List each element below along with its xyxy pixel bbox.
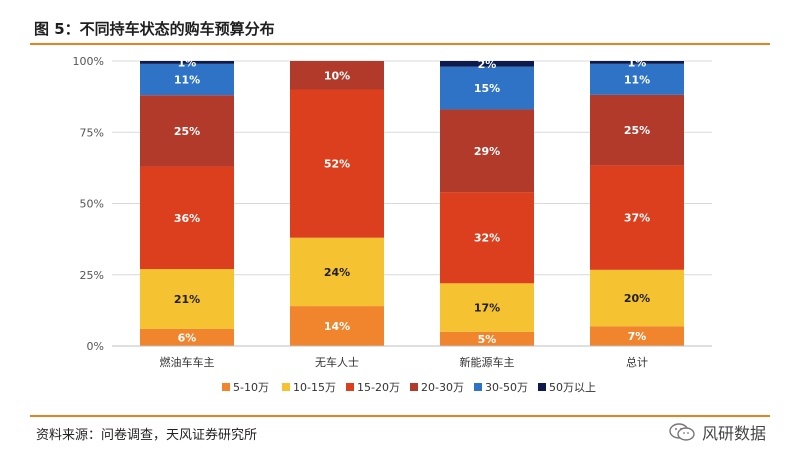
legend-label: 20-30万 [421,381,464,394]
brand-badge: 风研数据 [668,420,766,444]
bar-segment [140,61,234,64]
data-label: 11% [174,74,200,87]
legend-swatch [474,383,482,391]
legend-label: 5-10万 [233,381,269,394]
bar-segment [140,166,234,270]
bar-segment [590,165,684,270]
bar-segment [440,331,534,346]
chart-title: 图 5：不同持车状态的购车预算分布 [34,20,275,38]
bar-segment [440,61,534,67]
stacked-bar-chart: 0% 25% 50% 75% 100% 6% 21% 36% 25% 11% 1% 燃油车车主 14% 2… [73,55,712,394]
bar-segment [290,237,384,307]
bar-segment [290,89,384,238]
data-label: 29% [474,145,500,158]
data-label: 1% [178,56,197,69]
data-label: 17% [474,302,500,315]
data-label: 24% [324,266,350,279]
data-label: 25% [174,125,200,138]
legend-label: 30-50万 [485,381,528,394]
legend-label: 50万以上 [549,381,596,394]
y-tick-label: 75% [80,126,104,139]
legend-label: 15-20万 [357,381,400,394]
legend-swatch [282,383,290,391]
bar-segment [140,63,234,96]
source-note: 资料来源：问卷调查，天风证券研究所 [36,428,258,443]
footer-divider [30,415,770,417]
data-label: 52% [324,158,350,171]
data-label: 11% [624,73,650,86]
y-tick-label: 100% [73,55,104,68]
bar-segment [290,306,384,346]
bar-segment [590,269,684,327]
bar-segment [290,61,384,90]
data-label: 6% [178,331,197,344]
bar-segment [440,283,534,332]
data-label: 21% [174,293,200,306]
bar-segment [140,328,234,346]
bar-segment [590,94,684,166]
legend-swatch [538,383,546,391]
bar-segment [590,326,684,346]
bar-segment [440,192,534,284]
data-label: 5% [478,333,497,346]
x-tick-label: 新能源车主 [460,355,515,369]
data-label: 1% [628,56,647,69]
legend-swatch [410,383,418,391]
data-label: 14% [324,320,350,333]
data-label: 36% [174,212,200,225]
y-tick-label: 50% [80,198,104,211]
legend-swatch [346,383,354,391]
bar-segment [590,61,684,64]
data-label: 2% [478,58,497,71]
data-label: 15% [474,82,500,95]
legend-label: 10-15万 [293,381,336,394]
y-tick-label: 25% [80,269,104,282]
legend-swatch [222,383,230,391]
brand-name: 风研数据 [701,424,766,443]
x-tick-label: 燃油车车主 [160,355,215,369]
bar-segment [440,109,534,193]
bar-segment [590,63,684,95]
data-label: 10% [324,69,350,82]
data-label: 32% [474,232,500,245]
x-tick-label: 总计 [626,355,648,369]
data-label: 20% [624,292,650,305]
bar-segment [440,66,534,110]
data-label: 37% [624,212,650,225]
data-label: 25% [624,124,650,137]
x-tick-label: 无车人士 [315,355,359,369]
data-label: 7% [628,330,647,343]
y-tick-label: 0% [87,340,104,353]
wechat-icon [669,423,695,441]
title-divider [30,43,770,45]
bar-segment [140,269,234,329]
bar-segment [140,95,234,167]
